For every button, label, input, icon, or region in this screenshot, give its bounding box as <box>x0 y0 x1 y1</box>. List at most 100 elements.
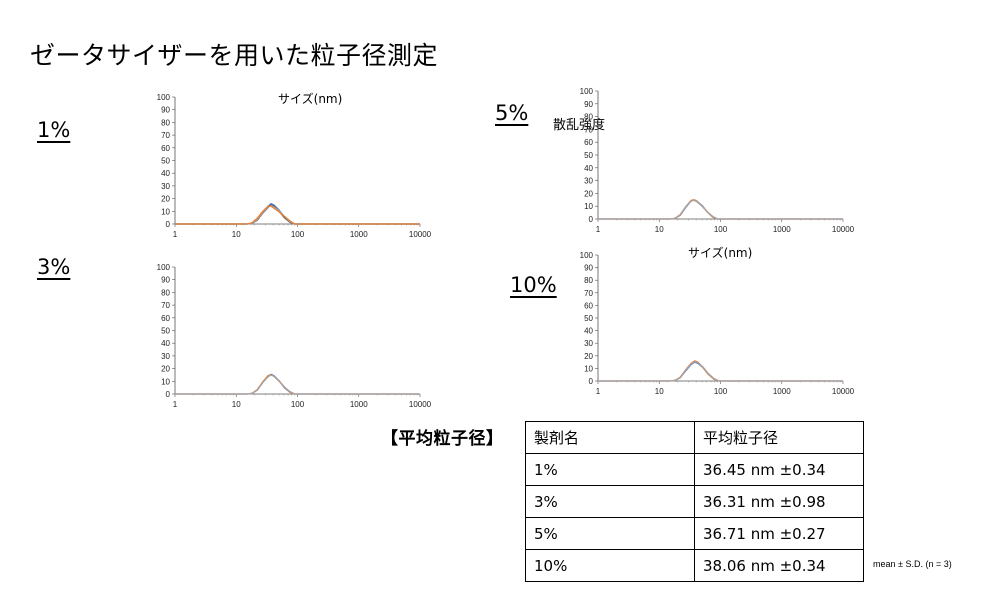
x-tick-label: 10 <box>655 225 664 234</box>
y-tick-label: 10 <box>161 207 170 216</box>
x-axis-title-1: サイズ(nm) <box>278 92 343 106</box>
header-formulation: 製剤名 <box>525 421 695 454</box>
header-mean-size: 平均粒子径 <box>694 421 864 454</box>
y-tick-label: 70 <box>161 131 170 140</box>
y-tick-label: 0 <box>166 390 171 399</box>
series-line-4 <box>175 205 420 225</box>
cell-formulation: 10% <box>525 549 695 582</box>
x-tick-label: 10 <box>232 400 241 409</box>
x-tick-label: 100 <box>714 387 728 396</box>
panel-label-5: 5% <box>495 101 529 125</box>
y-tick-label: 30 <box>161 352 170 361</box>
series-line-3 <box>598 199 843 220</box>
y-tick-label: 10 <box>161 377 170 386</box>
y-tick-label: 80 <box>584 276 593 285</box>
table-row: 10% 38.06 nm ±0.34 <box>525 549 864 582</box>
y-tick-label: 10 <box>584 202 593 211</box>
y-tick-label: 80 <box>161 118 170 127</box>
panel-label-1: 1% <box>37 118 71 142</box>
particle-size-table: 製剤名 平均粒子径 1% 36.45 nm ±0.34 3% 36.31 nm … <box>525 421 864 582</box>
x-tick-label: 1 <box>173 230 178 239</box>
y-tick-label: 80 <box>161 288 170 297</box>
x-tick-label: 10 <box>655 387 664 396</box>
x-tick-label: 100 <box>291 400 305 409</box>
y-tick-label: 0 <box>589 377 594 386</box>
series-line-2 <box>598 360 843 382</box>
y-tick-label: 60 <box>584 138 593 147</box>
y-tick-label: 10 <box>584 364 593 373</box>
y-tick-label: 100 <box>580 87 594 96</box>
cell-mean-size: 36.45 nm ±0.34 <box>694 453 864 486</box>
y-tick-label: 0 <box>166 220 171 229</box>
y-tick-label: 50 <box>161 327 170 336</box>
y-tick-label: 0 <box>589 215 594 224</box>
cell-mean-size: 36.31 nm ±0.98 <box>694 485 864 518</box>
y-tick-label: 40 <box>584 164 593 173</box>
y-tick-label: 30 <box>584 177 593 186</box>
y-tick-label: 20 <box>161 365 170 374</box>
x-tick-label: 1000 <box>350 230 368 239</box>
y-tick-label: 100 <box>157 263 171 272</box>
x-tick-label: 100 <box>291 230 305 239</box>
table-row: 1% 36.45 nm ±0.34 <box>525 453 864 486</box>
cell-formulation: 3% <box>525 485 695 518</box>
y-tick-label: 70 <box>161 301 170 310</box>
y-tick-label: 90 <box>161 106 170 115</box>
table-row: 5% 36.71 nm ±0.27 <box>525 517 864 550</box>
series-line-2 <box>175 204 420 225</box>
x-tick-label: 10000 <box>409 230 432 239</box>
y-tick-label: 60 <box>161 314 170 323</box>
y-tick-label: 30 <box>584 339 593 348</box>
cell-formulation: 5% <box>525 517 695 550</box>
y-tick-label: 40 <box>161 339 170 348</box>
x-tick-label: 10000 <box>832 225 855 234</box>
y-tick-label: 100 <box>157 93 171 102</box>
x-tick-label: 1000 <box>350 400 368 409</box>
panel-label-3: 3% <box>37 255 71 279</box>
x-tick-label: 1000 <box>773 225 791 234</box>
table-heading: 【平均粒子径】 <box>381 429 504 449</box>
x-tick-label: 1000 <box>773 387 791 396</box>
series-line-3 <box>175 204 420 225</box>
series-line-1 <box>175 373 420 395</box>
x-tick-label: 10000 <box>832 387 855 396</box>
y-tick-label: 50 <box>161 157 170 166</box>
series-line-3 <box>598 360 843 382</box>
y-tick-label: 80 <box>584 113 593 122</box>
x-tick-label: 10000 <box>409 400 432 409</box>
cell-mean-size: 36.71 nm ±0.27 <box>694 517 864 550</box>
series-line-3 <box>175 374 420 395</box>
y-tick-label: 50 <box>584 151 593 160</box>
y-tick-label: 40 <box>584 327 593 336</box>
x-tick-label: 1 <box>596 387 601 396</box>
x-tick-label: 10 <box>232 230 241 239</box>
y-tick-label: 40 <box>161 169 170 178</box>
x-tick-label: 1 <box>596 225 601 234</box>
y-tick-label: 90 <box>584 100 593 109</box>
x-axis-title-10: サイズ(nm) <box>688 246 753 260</box>
series-line-1 <box>175 203 420 225</box>
page-title: ゼータサイザーを用いた粒子径測定 <box>30 41 439 70</box>
cell-mean-size: 38.06 nm ±0.34 <box>694 549 864 582</box>
y-tick-label: 20 <box>584 189 593 198</box>
panel-label-10: 10% <box>510 273 557 297</box>
y-tick-label: 90 <box>584 264 593 273</box>
series-line-2 <box>175 374 420 395</box>
series-line-1 <box>598 361 843 382</box>
footnote-mean-sd: mean ± S.D. (n = 3) <box>873 559 952 569</box>
y-tick-label: 70 <box>584 125 593 134</box>
y-tick-label: 60 <box>161 144 170 153</box>
y-tick-label: 20 <box>161 195 170 204</box>
y-tick-label: 60 <box>584 301 593 310</box>
y-tick-label: 100 <box>580 251 594 260</box>
x-tick-label: 1 <box>173 400 178 409</box>
series-line-1 <box>598 199 843 220</box>
y-tick-label: 20 <box>584 352 593 361</box>
y-tick-label: 70 <box>584 289 593 298</box>
y-tick-label: 90 <box>161 276 170 285</box>
series-line-2 <box>598 199 843 220</box>
